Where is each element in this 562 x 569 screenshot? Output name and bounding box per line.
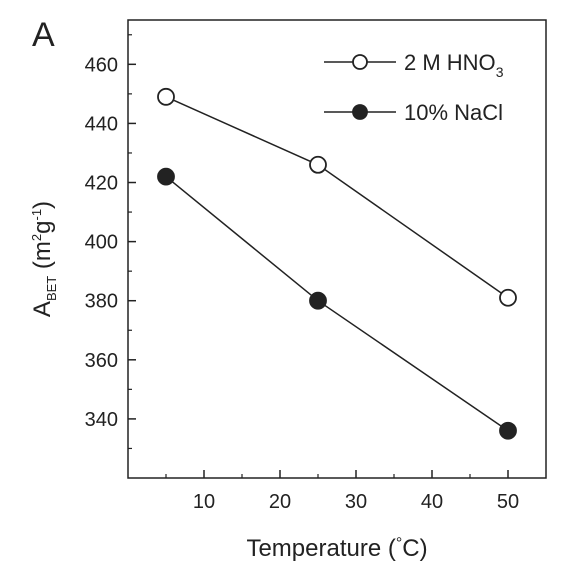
plot-area-frame [127, 19, 547, 479]
x-axis-title: Temperature (°C) [246, 535, 427, 562]
series-line-hno3 [165, 96, 509, 299]
legend-marker-hno3 [352, 54, 368, 70]
legend-label-hno3: 2 M HNO3 [404, 50, 504, 80]
y-axis-title: ABET (m2g-1) [29, 201, 59, 317]
axis-ticks: 10 20 30 40 50 340 360 380 400 420 440 460 [85, 34, 519, 513]
data-point-nacl-50 [499, 421, 517, 440]
series-line-nacl [165, 176, 509, 432]
y-tick-label-380: 380 [85, 291, 118, 313]
legend: 2 M HNO3 10% NaCl [324, 50, 504, 125]
x-tick-label-40: 40 [421, 491, 443, 513]
data-point-hno3-50 [499, 288, 517, 307]
y-tick-label-340: 340 [85, 409, 118, 431]
data-point-hno3-5 [157, 87, 175, 106]
legend-marker-nacl [352, 104, 368, 120]
data-point-nacl-25 [309, 291, 327, 310]
x-tick-label-30: 30 [345, 491, 367, 513]
legend-label-nacl: 10% NaCl [404, 100, 503, 125]
x-tick-label-10: 10 [193, 491, 215, 513]
y-tick-label-440: 440 [85, 113, 118, 135]
y-tick-label-360: 360 [85, 350, 118, 372]
data-point-nacl-5 [157, 167, 175, 186]
x-tick-label-20: 20 [269, 491, 291, 513]
data-point-hno3-25 [309, 155, 327, 174]
x-tick-label-50: 50 [497, 491, 519, 513]
series-layer [157, 87, 517, 440]
panel-label: A [32, 16, 55, 54]
y-tick-label-420: 420 [85, 173, 118, 195]
y-tick-label-400: 400 [85, 232, 118, 254]
y-tick-label-460: 460 [85, 54, 118, 76]
